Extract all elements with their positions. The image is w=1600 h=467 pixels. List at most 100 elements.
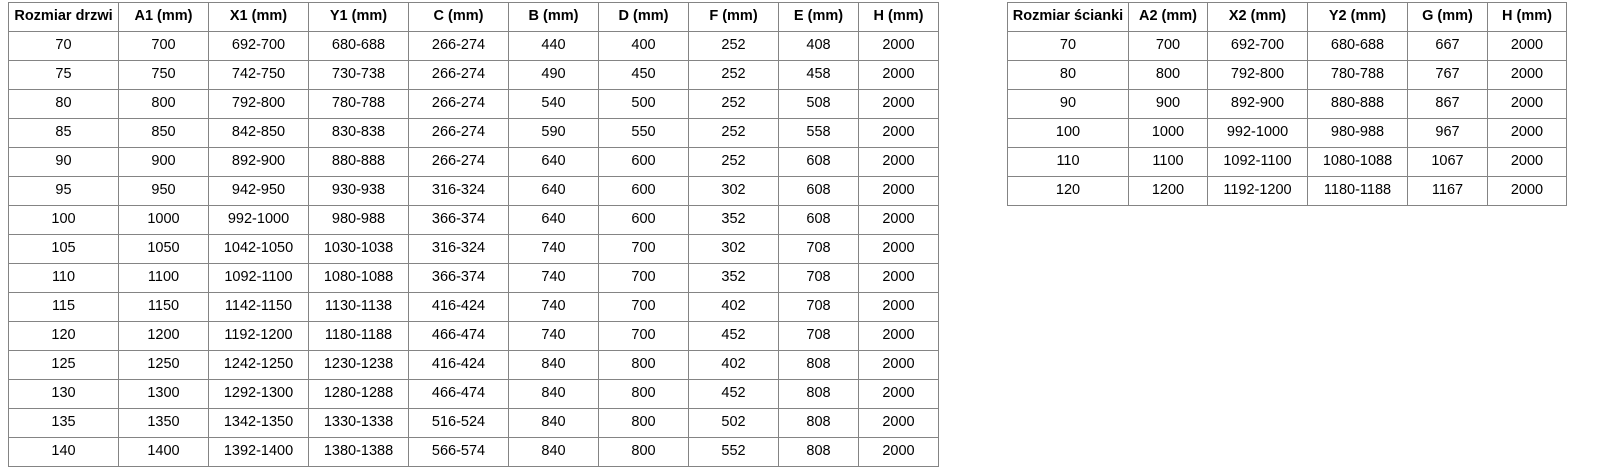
door-table-cell: 1242-1250 — [208, 350, 309, 380]
door-table-cell: 1230-1238 — [308, 350, 409, 380]
door-table-cell: 2000 — [858, 321, 939, 351]
door-table-cell: 1000 — [118, 205, 209, 235]
wall-table-cell: 1192-1200 — [1207, 176, 1308, 206]
wall-table-cell: 2000 — [1487, 31, 1567, 61]
door-table-row: 80 800 792-800 780-788 266-274 540 500 252 508 20… — [8, 89, 939, 119]
door-table-cell: 366-374 — [408, 205, 509, 235]
door-table-cell: 252 — [688, 118, 779, 148]
door-table-row: 140 1400 1392-1400 1380-1388 566-574 840 800 55… — [8, 437, 939, 467]
door-table-cell: 452 — [688, 379, 779, 409]
door-table-cell: 692-700 — [208, 31, 309, 61]
door-table-cell: 252 — [688, 60, 779, 90]
wall-table-cell: 967 — [1407, 118, 1488, 148]
door-table-cell: 140 — [8, 437, 119, 467]
door-table-cell: 850 — [118, 118, 209, 148]
door-table-row: 105 1050 1042-1050 1030-1038 316-324 740 700 30… — [8, 234, 939, 264]
door-table-cell: 452 — [688, 321, 779, 351]
door-table-cell: 558 — [778, 118, 859, 148]
door-table-cell: 800 — [598, 408, 689, 438]
door-table-cell: 1400 — [118, 437, 209, 467]
wall-table-cell: 792-800 — [1207, 60, 1308, 90]
door-table-cell: 2000 — [858, 292, 939, 322]
door-table-row: 100 1000 992-1000 980-988 366-374 640 600 352 60… — [8, 205, 939, 235]
wall-table-cell: 80 — [1007, 60, 1129, 90]
door-table-cell: 880-888 — [308, 147, 409, 177]
door-table-cell: 1280-1288 — [308, 379, 409, 409]
wall-table-cell: 110 — [1007, 147, 1129, 177]
door-table-cell: 105 — [8, 234, 119, 264]
wall-table-row: 100 1000 992-1000 980-988 967 2000 — [1007, 118, 1567, 148]
wall-table-body: 70 700 692-700 680-688 667 2000 80 800 792-800 78… — [1007, 31, 1567, 206]
door-table-cell: 800 — [598, 379, 689, 409]
door-table-cell: 1300 — [118, 379, 209, 409]
door-table-cell: 700 — [598, 263, 689, 293]
door-table-cell: 540 — [508, 89, 599, 119]
door-column-header: F (mm) — [688, 2, 779, 32]
door-table-cell: 792-800 — [208, 89, 309, 119]
door-table-cell: 1092-1100 — [208, 263, 309, 293]
wall-table-row: 70 700 692-700 680-688 667 2000 — [1007, 31, 1567, 61]
door-table-cell: 1292-1300 — [208, 379, 309, 409]
door-table-cell: 640 — [508, 205, 599, 235]
door-table-cell: 2000 — [858, 408, 939, 438]
door-table-cell: 980-988 — [308, 205, 409, 235]
wall-table-cell: 70 — [1007, 31, 1129, 61]
door-column-header: D (mm) — [598, 2, 689, 32]
door-table-cell: 2000 — [858, 234, 939, 264]
door-column-header: H (mm) — [858, 2, 939, 32]
door-table-cell: 75 — [8, 60, 119, 90]
door-table-cell: 808 — [778, 408, 859, 438]
wall-panel-size-table: Rozmiar ścianki A2 (mm) X2 (mm) Y2 (mm) G (m… — [1007, 2, 1567, 206]
door-table-body: 70 700 692-700 680-688 266-274 440 400 252 408 20… — [8, 31, 939, 467]
door-table-cell: 740 — [508, 321, 599, 351]
door-table-cell: 2000 — [858, 350, 939, 380]
wall-column-header: G (mm) — [1407, 2, 1488, 32]
door-table-cell: 95 — [8, 176, 119, 206]
door-table-cell: 600 — [598, 176, 689, 206]
door-table-cell: 740 — [508, 234, 599, 264]
wall-table-cell: 1092-1100 — [1207, 147, 1308, 177]
door-table-cell: 708 — [778, 292, 859, 322]
door-table-cell: 608 — [778, 176, 859, 206]
door-table-cell: 1200 — [118, 321, 209, 351]
door-table-cell: 316-324 — [408, 234, 509, 264]
door-table-cell: 252 — [688, 89, 779, 119]
door-table-cell: 458 — [778, 60, 859, 90]
door-table-cell: 302 — [688, 234, 779, 264]
door-table-cell: 2000 — [858, 205, 939, 235]
door-table-cell: 2000 — [858, 118, 939, 148]
door-column-header: B (mm) — [508, 2, 599, 32]
door-table-cell: 566-574 — [408, 437, 509, 467]
door-table-cell: 120 — [8, 321, 119, 351]
door-table-cell: 125 — [8, 350, 119, 380]
door-table-cell: 1050 — [118, 234, 209, 264]
door-table-cell: 130 — [8, 379, 119, 409]
wall-table-cell: 2000 — [1487, 147, 1567, 177]
door-table-cell: 700 — [598, 292, 689, 322]
door-table-row: 75 750 742-750 730-738 266-274 490 450 252 458 20… — [8, 60, 939, 90]
door-table-cell: 930-938 — [308, 176, 409, 206]
door-table-cell: 780-788 — [308, 89, 409, 119]
door-table-cell: 550 — [598, 118, 689, 148]
door-table-cell: 2000 — [858, 60, 939, 90]
door-table-cell: 508 — [778, 89, 859, 119]
door-table-cell: 490 — [508, 60, 599, 90]
door-table-cell: 266-274 — [408, 31, 509, 61]
door-table-cell: 266-274 — [408, 118, 509, 148]
door-table-cell: 266-274 — [408, 60, 509, 90]
door-table-cell: 1392-1400 — [208, 437, 309, 467]
door-table-row: 115 1150 1142-1150 1130-1138 416-424 740 700 40… — [8, 292, 939, 322]
door-table-cell: 1380-1388 — [308, 437, 409, 467]
door-table-cell: 680-688 — [308, 31, 409, 61]
door-table-cell: 1100 — [118, 263, 209, 293]
door-table-cell: 70 — [8, 31, 119, 61]
door-table-cell: 408 — [778, 31, 859, 61]
wall-table-cell: 100 — [1007, 118, 1129, 148]
wall-table-cell: 892-900 — [1207, 89, 1308, 119]
door-table-cell: 1030-1038 — [308, 234, 409, 264]
wall-table-cell: 992-1000 — [1207, 118, 1308, 148]
door-table-cell: 402 — [688, 350, 779, 380]
door-table-cell: 1042-1050 — [208, 234, 309, 264]
door-column-header: Rozmiar drzwi — [8, 2, 119, 32]
wall-column-header: Rozmiar ścianki — [1007, 2, 1129, 32]
